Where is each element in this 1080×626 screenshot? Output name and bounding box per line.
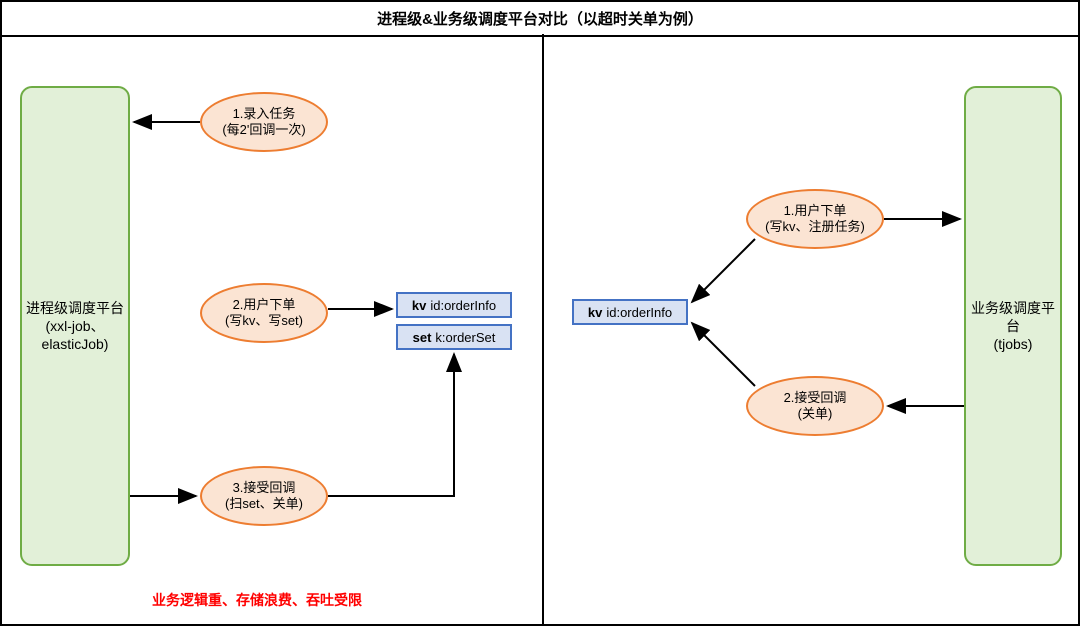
right-kv-prefix: kv xyxy=(588,305,602,320)
left-step2: 2.用户下单 (写kv、写set) xyxy=(200,283,328,343)
left-step2-line2: (写kv、写set) xyxy=(225,313,303,329)
diagram-body: 进程级调度平台 (xxl-job、 elasticJob) 1.录入任务 (每2… xyxy=(2,34,1078,624)
right-step1-line2: (写kv、注册任务) xyxy=(765,219,865,235)
left-step3-line1: 3.接受回调 xyxy=(233,480,296,496)
left-set-value: k:orderSet xyxy=(435,330,495,345)
arrow-right-step1-to-kv xyxy=(692,239,755,302)
diagram-title: 进程级&业务级调度平台对比（以超时关单为例） xyxy=(2,2,1078,37)
left-set-prefix: set xyxy=(413,330,432,345)
arrow-left-step3-to-set xyxy=(328,354,454,496)
left-kv-box: kv id:orderInfo xyxy=(396,292,512,318)
arrows-layer xyxy=(2,34,1078,624)
left-step1-line1: 1.录入任务 xyxy=(233,106,296,122)
left-step2-line1: 2.用户下单 xyxy=(233,297,296,313)
diagram-container: 进程级&业务级调度平台对比（以超时关单为例） 进程级调度平台 (xxl-job、… xyxy=(0,0,1080,626)
right-kv-box: kv id:orderInfo xyxy=(572,299,688,325)
right-step1-line1: 1.用户下单 xyxy=(784,203,847,219)
left-step3-line2: (扫set、关单) xyxy=(225,496,303,512)
right-step2-line1: 2.接受回调 xyxy=(784,390,847,406)
right-platform-line1: 业务级调度平台 xyxy=(970,299,1056,335)
left-set-box: set k:orderSet xyxy=(396,324,512,350)
arrow-right-step2-to-kv xyxy=(692,323,755,386)
left-kv-value: id:orderInfo xyxy=(430,298,496,313)
left-platform-line3: elasticJob) xyxy=(42,335,109,353)
left-platform-line1: 进程级调度平台 xyxy=(26,299,124,317)
left-platform-line2: (xxl-job、 xyxy=(45,317,104,335)
left-step1-line2: (每2'回调一次) xyxy=(222,122,305,138)
left-step1: 1.录入任务 (每2'回调一次) xyxy=(200,92,328,152)
left-step3: 3.接受回调 (扫set、关单) xyxy=(200,466,328,526)
right-platform: 业务级调度平台 (tjobs) xyxy=(964,86,1062,566)
left-footer-warning: 业务逻辑重、存储浪费、吞吐受限 xyxy=(152,590,362,610)
left-platform: 进程级调度平台 (xxl-job、 elasticJob) xyxy=(20,86,130,566)
right-step2-line2: (关单) xyxy=(798,406,833,422)
right-kv-value: id:orderInfo xyxy=(606,305,672,320)
right-step1: 1.用户下单 (写kv、注册任务) xyxy=(746,189,884,249)
right-step2: 2.接受回调 (关单) xyxy=(746,376,884,436)
left-kv-prefix: kv xyxy=(412,298,426,313)
right-platform-line2: (tjobs) xyxy=(994,335,1033,353)
